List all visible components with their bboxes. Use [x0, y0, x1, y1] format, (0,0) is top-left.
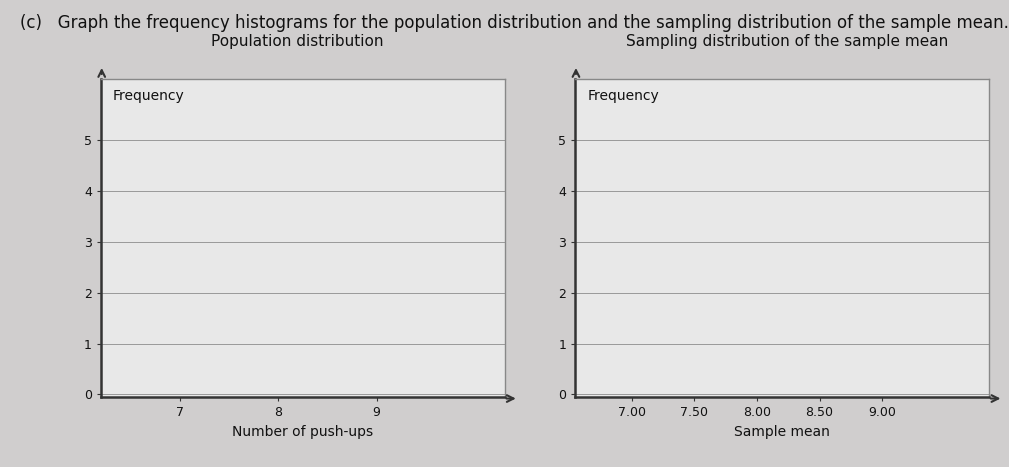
X-axis label: Sample mean: Sample mean [734, 425, 830, 439]
Text: Frequency: Frequency [587, 89, 659, 103]
Text: Sampling distribution of the sample mean: Sampling distribution of the sample mean [626, 34, 948, 49]
Text: (c)   Graph the frequency histograms for the population distribution and the sam: (c) Graph the frequency histograms for t… [20, 14, 1009, 32]
Text: Population distribution: Population distribution [212, 34, 383, 49]
X-axis label: Number of push-ups: Number of push-ups [232, 425, 373, 439]
Text: Frequency: Frequency [113, 89, 185, 103]
